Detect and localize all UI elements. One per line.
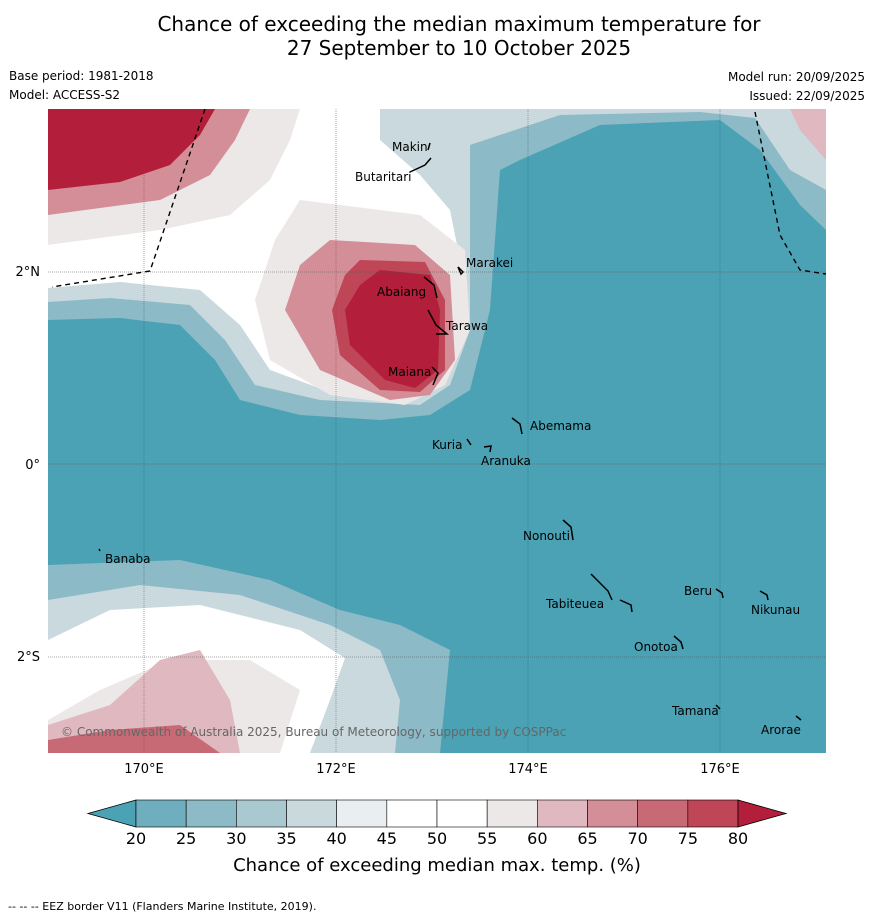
colorbar-tick-label: 30 bbox=[226, 829, 246, 848]
contour-fill: Makin Butaritari Marakei Abaiang Tarawa … bbox=[48, 109, 826, 753]
band-80-center bbox=[345, 270, 440, 388]
colorbar-swatch bbox=[336, 799, 388, 828]
island-onotoa bbox=[673, 635, 684, 650]
label-nikunau: Nikunau bbox=[751, 603, 800, 617]
island-tabiteuea-north bbox=[590, 573, 613, 601]
island-makin bbox=[427, 142, 431, 151]
x-tick-170e: 170°E bbox=[124, 762, 164, 777]
island-tamana bbox=[715, 704, 721, 710]
base-period: Base period: 1981-2018 bbox=[9, 69, 154, 83]
island-aranuka bbox=[483, 445, 492, 453]
colorbar: 20 25 30 35 40 45 50 55 60 65 70 75 80 bbox=[86, 799, 788, 848]
colorbar-tick-label: 70 bbox=[627, 829, 647, 848]
copyright-notice: © Commonwealth of Australia 2025, Bureau… bbox=[61, 725, 566, 739]
island-nonouti bbox=[562, 519, 574, 541]
island-abemama bbox=[511, 417, 523, 435]
label-nonouti: Nonouti bbox=[523, 529, 570, 543]
island-kuria bbox=[466, 438, 472, 446]
colorbar-extend-high bbox=[737, 799, 788, 828]
island-butaritari bbox=[409, 157, 432, 173]
label-maiana: Maiana bbox=[388, 365, 431, 379]
title-line-2: 27 September to 10 October 2025 bbox=[286, 36, 632, 60]
label-butaritari: Butaritari bbox=[355, 170, 412, 184]
y-tick-2s: 2°S bbox=[17, 650, 40, 665]
colorbar-tick-label: 60 bbox=[527, 829, 547, 848]
island-abaiang bbox=[423, 276, 438, 299]
label-marakei: Marakei bbox=[466, 256, 513, 270]
colorbar-swatch bbox=[587, 799, 638, 828]
colorbar-swatch bbox=[486, 799, 538, 828]
colorbar-tick-label: 75 bbox=[678, 829, 698, 848]
label-aranuka: Aranuka bbox=[481, 454, 531, 468]
x-tick-176e: 176°E bbox=[700, 762, 740, 777]
eez-legend: -- -- -- EEZ border V11 (Flanders Marine… bbox=[8, 900, 317, 913]
title-line-1: Chance of exceeding the median maximum t… bbox=[157, 12, 761, 36]
y-tick-0: 0° bbox=[25, 458, 40, 473]
ne-warm bbox=[790, 109, 826, 160]
band-80-nw bbox=[48, 109, 215, 190]
island-nikunau bbox=[759, 590, 769, 601]
eez-border-west bbox=[51, 109, 206, 288]
colorbar-tick-label: 40 bbox=[326, 829, 346, 848]
label-tarawa: Tarawa bbox=[445, 319, 488, 333]
island-tarawa bbox=[427, 309, 450, 335]
map-title: Chance of exceeding the median maximum t… bbox=[0, 12, 873, 60]
label-makin: Makin bbox=[392, 140, 428, 154]
label-arorae: Arorae bbox=[761, 723, 801, 737]
model-name: Model: ACCESS-S2 bbox=[9, 88, 121, 102]
colorbar-swatch bbox=[185, 799, 237, 828]
label-onotoa: Onotoa bbox=[634, 640, 678, 654]
colorbar-swatch bbox=[386, 799, 438, 828]
colorbar-swatch bbox=[135, 799, 187, 828]
islands bbox=[98, 142, 802, 721]
colorbar-swatch bbox=[637, 799, 689, 828]
colorbar-tick-label: 80 bbox=[728, 829, 748, 848]
colorbar-extend-low bbox=[86, 799, 137, 828]
island-marakei bbox=[457, 266, 465, 276]
model-run: Model run: 20/09/2025 bbox=[727, 70, 865, 84]
label-tabiteuea: Tabiteuea bbox=[545, 597, 604, 611]
label-banaba: Banaba bbox=[105, 552, 151, 566]
x-tick-172e: 172°E bbox=[316, 762, 356, 777]
island-arorae bbox=[795, 715, 802, 721]
band-75-south bbox=[48, 725, 220, 753]
y-tick-2n: 2°N bbox=[16, 265, 41, 280]
graticule bbox=[48, 109, 826, 753]
colorbar-swatch bbox=[687, 799, 739, 828]
colorbar-tick-label: 55 bbox=[477, 829, 497, 848]
colorbar-tick-label: 25 bbox=[176, 829, 196, 848]
island-maiana bbox=[431, 366, 439, 386]
colorbar-swatch bbox=[286, 799, 337, 828]
colorbar-tick-label: 65 bbox=[577, 829, 597, 848]
label-abaiang: Abaiang bbox=[377, 285, 426, 299]
colorbar-label: Chance of exceeding median max. temp. (%… bbox=[233, 855, 641, 876]
colorbar-tick-label: 50 bbox=[427, 829, 447, 848]
colorbar-tick-label: 45 bbox=[377, 829, 397, 848]
issued-date: Issued: 22/09/2025 bbox=[749, 89, 865, 103]
x-tick-174e: 174°E bbox=[508, 762, 548, 777]
label-kuria: Kuria bbox=[432, 438, 463, 452]
eez-border-east bbox=[754, 111, 826, 275]
island-tabiteuea-south bbox=[619, 599, 633, 613]
label-tamana: Tamana bbox=[671, 704, 719, 718]
colorbar-swatch bbox=[236, 799, 287, 828]
island-banaba bbox=[98, 548, 101, 552]
colorbar-tick-label: 35 bbox=[276, 829, 296, 848]
island-beru bbox=[715, 588, 724, 599]
label-beru: Beru bbox=[684, 584, 712, 598]
colorbar-swatch bbox=[537, 799, 588, 828]
colorbar-tick-label: 20 bbox=[126, 829, 146, 848]
colorbar-swatch bbox=[436, 799, 488, 828]
label-abemama: Abemama bbox=[530, 419, 591, 433]
